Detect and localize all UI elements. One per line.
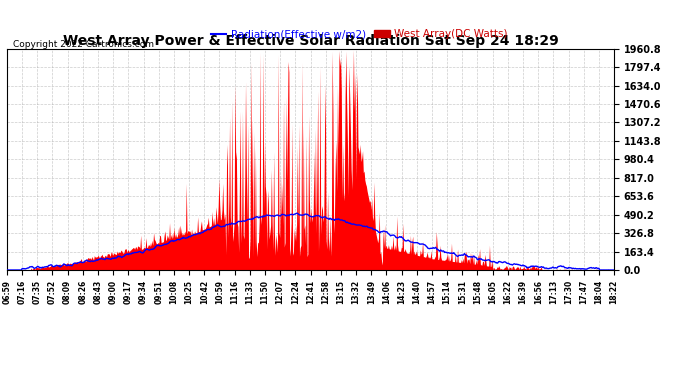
Title: West Array Power & Effective Solar Radiation Sat Sep 24 18:29: West Array Power & Effective Solar Radia…: [63, 34, 558, 48]
Legend: Radiation(Effective w/m2), West Array(DC Watts): Radiation(Effective w/m2), West Array(DC…: [206, 25, 511, 44]
Text: Copyright 2022 Cartronics.com: Copyright 2022 Cartronics.com: [13, 40, 154, 49]
